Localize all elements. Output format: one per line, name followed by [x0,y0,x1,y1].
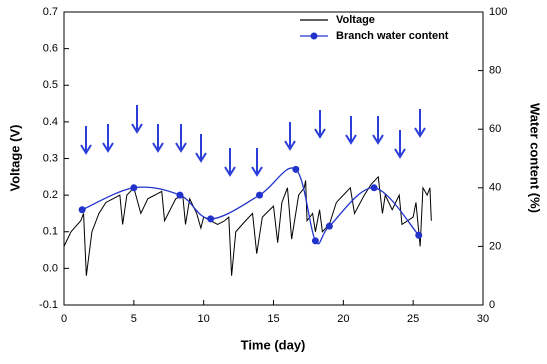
arrow [251,148,263,177]
y-tick-label: 0.6 [43,43,58,55]
arrow [102,124,114,153]
water-content-point [370,184,378,192]
plot-frame [63,11,484,306]
y-tick-label: -0.1 [39,299,58,311]
arrow [224,148,236,177]
y-tick-label: 0.2 [43,189,58,201]
x-axis-title: Time (day) [241,337,306,352]
arrow [195,134,207,163]
water-content-point [176,191,184,199]
x-tick-label: 25 [407,313,419,325]
legend-label: Branch water content [336,30,449,42]
y-tick-label: 0.0 [43,262,58,274]
arrow [152,124,164,153]
water-content-point [292,165,300,173]
y2-tick-label: 0 [489,299,495,311]
water-content-point [256,191,264,199]
x-tick-label: 20 [337,313,349,325]
arrow [414,109,426,138]
voltage-line [63,175,432,276]
water-content-point [311,237,319,245]
y2-tick-label: 40 [489,182,501,194]
arrow [372,116,384,145]
y2-tick-label: 20 [489,240,501,252]
arrow [175,124,187,153]
y2-axis-title: Water content (%) [528,103,543,213]
y-axis-title: Voltage (V) [7,125,22,192]
y2-tick-label: 80 [489,65,501,77]
arrow [284,122,296,151]
y2-tick-label: 100 [489,6,507,18]
x-tick-label: 5 [131,313,137,325]
y-tick-label: 0.4 [43,116,58,128]
legend-marker [310,32,318,40]
water-content-line [81,167,420,245]
x-tick-label: 10 [198,313,210,325]
water-content-point [78,206,86,214]
y-tick-label: 0.5 [43,79,58,91]
x-tick-label: 15 [267,313,279,325]
arrow [394,130,406,159]
water-content-point [325,222,333,230]
legend-label: Voltage [336,14,375,26]
x-tick-label: 30 [477,313,489,325]
arrow [80,126,92,155]
y-tick-label: 0.7 [43,6,58,18]
y-tick-label: 0.1 [43,226,58,238]
y-tick-label: 0.3 [43,152,58,164]
water-content-point [130,184,138,192]
arrow [314,110,326,139]
water-content-point [415,231,423,239]
arrow [131,105,143,134]
water-content-point [207,215,215,223]
y2-tick-label: 60 [489,123,501,135]
event-arrows [80,105,426,177]
arrow [345,116,357,145]
x-tick-label: 0 [61,313,67,325]
